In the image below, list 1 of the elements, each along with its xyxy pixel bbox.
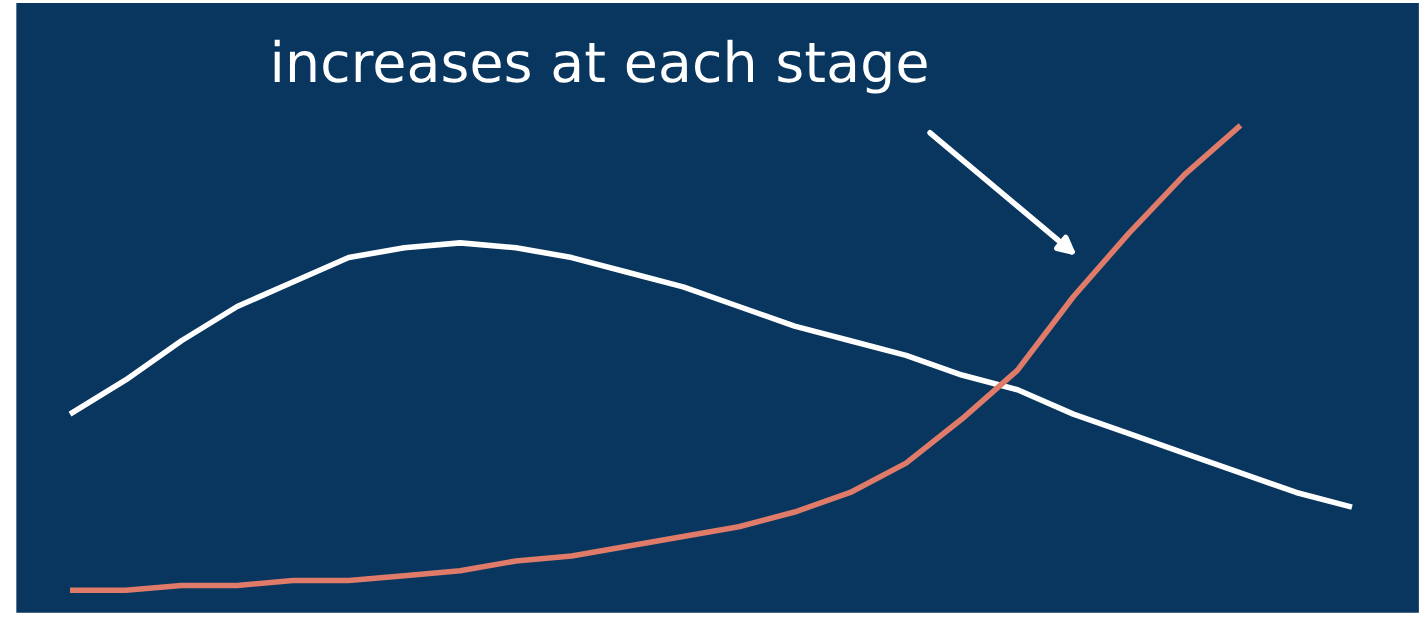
text: increases at each stage [274,39,927,94]
